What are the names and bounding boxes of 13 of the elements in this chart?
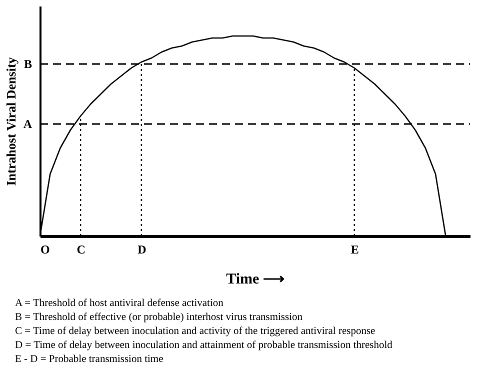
y-axis-title: Intrahost Viral Density bbox=[4, 56, 18, 186]
x-axis-title: Time ⟶ bbox=[226, 272, 285, 288]
x-tick-label: D bbox=[138, 242, 147, 256]
ref-line-label: A bbox=[23, 117, 32, 131]
x-tick-label: O bbox=[40, 242, 50, 256]
text: B = Threshold of effective (or probable) interhost virus transmission bbox=[15, 312, 304, 323]
text: D = Time of delay between inoculation and attainment of probable transmission threshold bbox=[15, 340, 394, 351]
text: A = Threshold of host antiviral defense activation bbox=[15, 298, 224, 309]
text: E - D = Probable transmission time bbox=[15, 354, 164, 365]
ref-line-label: B bbox=[24, 57, 32, 71]
x-tick-label: C bbox=[76, 242, 86, 256]
text: C = Time of delay between inoculation and activity of the triggered antiviral response bbox=[15, 326, 376, 337]
x-tick-label: E bbox=[350, 242, 359, 256]
